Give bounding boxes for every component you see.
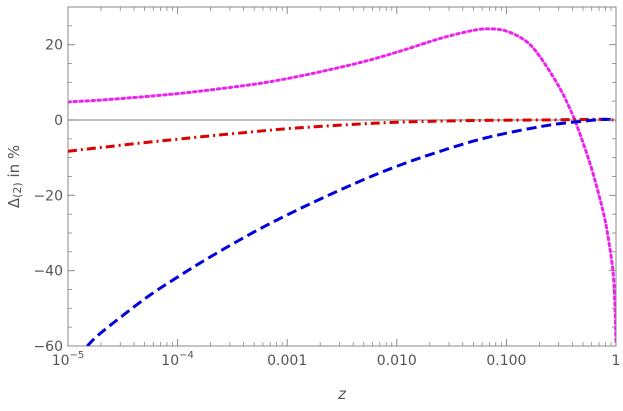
series-layer: [68, 27, 616, 346]
y-tick-label: −40: [33, 264, 63, 280]
x-tick-label-exponent: −4: [179, 350, 194, 361]
x-tick-label: 0.100: [486, 353, 526, 369]
x-tick-label-base: 10: [161, 353, 179, 369]
y-tick-label: −60: [33, 339, 63, 355]
axis-labels-layer: z Δ(2) in %: [5, 145, 348, 403]
x-tick-label: 0.001: [267, 353, 307, 369]
x-axis-label: z: [337, 385, 347, 403]
x-tick-label-exponent: −5: [70, 350, 85, 361]
y-tick-label: 0: [54, 113, 63, 129]
y-tick-label: −20: [33, 188, 63, 204]
y-axis-label: Δ(2) in %: [5, 145, 25, 208]
x-tick-label: 0.010: [377, 353, 417, 369]
y-axis-label-main: Δ: [5, 197, 23, 208]
x-tick-label: 10−5: [52, 350, 85, 369]
y-axis-label-suffix: in %: [5, 145, 23, 182]
x-tick-label: 1: [612, 353, 621, 369]
x-tick-label-base: 10: [52, 353, 70, 369]
y-axis-label-subscript: (2): [11, 182, 24, 198]
y-tick-label: 20: [45, 38, 63, 54]
series-line-2-dash-dot: [68, 117, 616, 153]
series-line-3-dashed: [86, 117, 616, 346]
series-line-1-dotted: [68, 27, 616, 344]
x-tick-label: 10−4: [161, 350, 194, 369]
